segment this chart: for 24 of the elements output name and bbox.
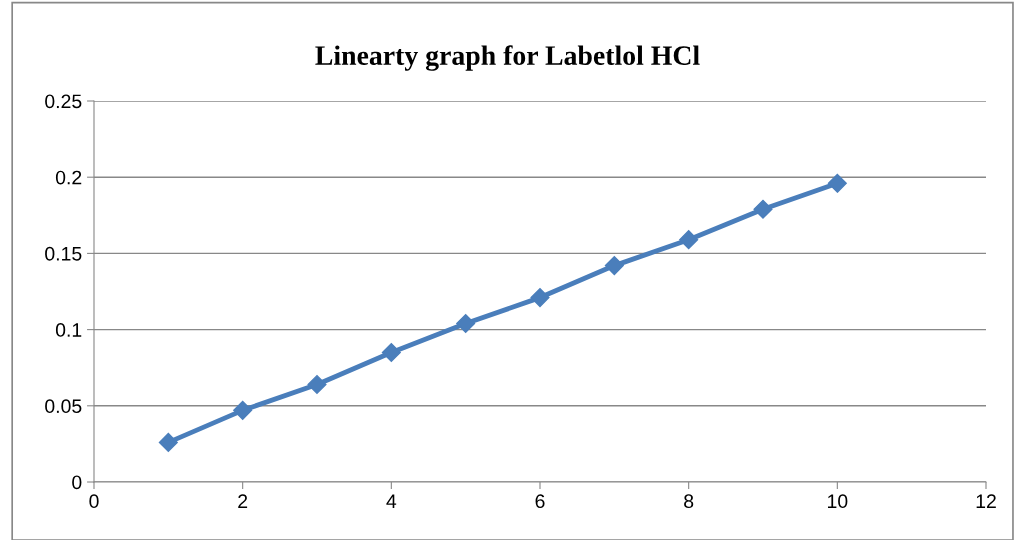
- y-tick-label: 0.1: [55, 323, 82, 337]
- point: [604, 256, 624, 276]
- point: [233, 400, 253, 420]
- y-tick-label: 0: [72, 475, 82, 490]
- x-tick-label: 0: [89, 494, 99, 509]
- point: [679, 230, 699, 250]
- chart-title: Linearty graph for Labetlol HCl: [315, 45, 700, 71]
- x-tick-label: 8: [684, 494, 694, 509]
- y-tick-label: 0.25: [45, 94, 82, 109]
- point: [827, 173, 847, 193]
- point: [530, 288, 550, 308]
- x-tick-label: 4: [386, 494, 397, 508]
- x-tick-label: 10: [828, 494, 848, 509]
- point: [381, 342, 401, 362]
- point: [158, 432, 178, 452]
- x-tick-label: 2: [238, 494, 248, 508]
- point: [307, 374, 327, 394]
- x-tick-label: 12: [976, 494, 996, 508]
- y-tick-label: 0.05: [45, 399, 82, 414]
- point: [753, 199, 773, 219]
- point: [456, 313, 476, 334]
- y-tick-label: 0.15: [45, 246, 82, 261]
- y-tick-label: 0.2: [55, 170, 82, 185]
- x-tick-label: 6: [535, 494, 545, 509]
